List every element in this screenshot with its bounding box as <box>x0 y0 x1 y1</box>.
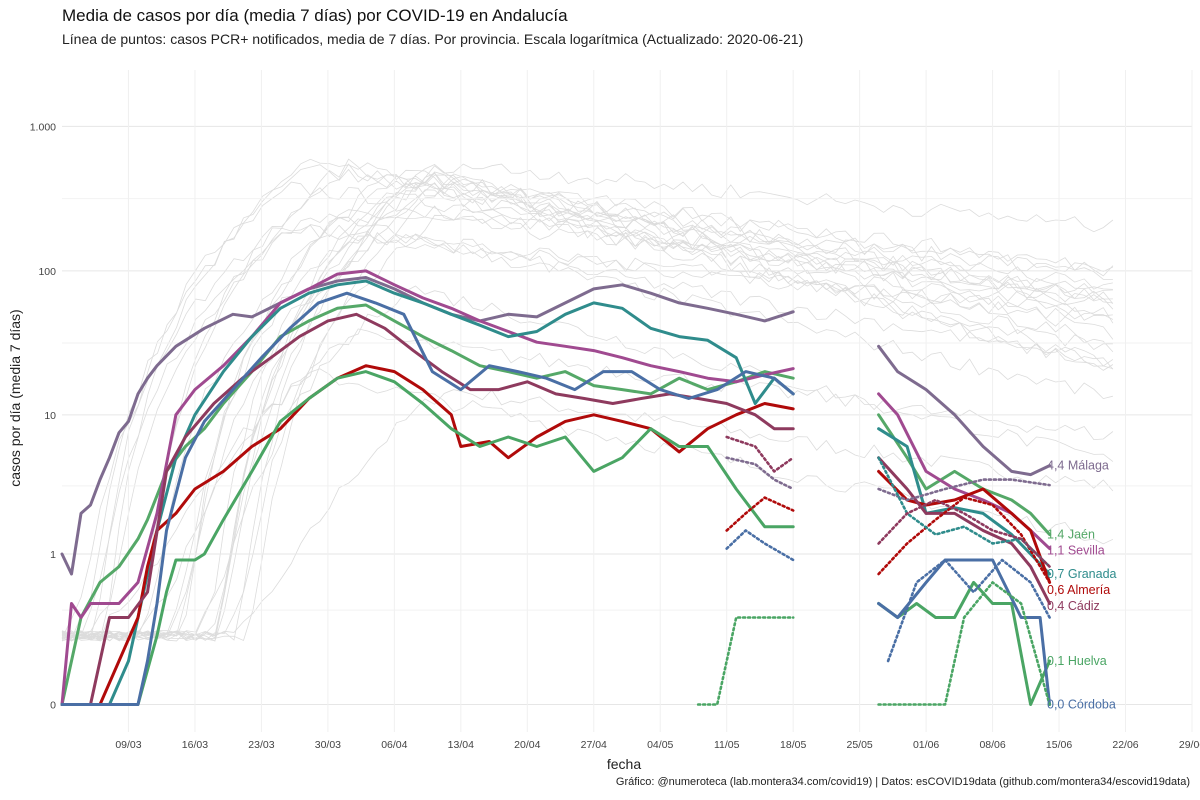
end-label-huelva: 0,1 Huelva <box>1047 654 1107 668</box>
end-label-jaén: 1,4 Jaén <box>1047 528 1095 542</box>
context-line <box>61 328 1114 641</box>
context-line <box>61 214 1113 642</box>
series-line-cádiz-pcr- <box>725 435 1051 568</box>
series-line-almería <box>60 364 1052 706</box>
end-labels: 4,4 Málaga 1,4 Jaén 1,1 Sevilla 0,7 Granada… <box>1047 459 1117 712</box>
context-line <box>61 173 1114 642</box>
context-line <box>61 285 1114 642</box>
y-axis-ticks: 0 1 10 100 1.000 <box>30 121 56 711</box>
context-line <box>61 174 1114 642</box>
x-tick-label: 11/05 <box>714 739 740 751</box>
context-line <box>61 232 1114 641</box>
x-tick-label: 25/05 <box>847 739 873 751</box>
end-label-córdoba: 0,0 Córdoba <box>1047 698 1116 712</box>
context-line <box>61 158 1113 639</box>
end-label-cádiz: 0,4 Cádiz <box>1047 599 1100 613</box>
x-tick-label: 18/05 <box>780 739 806 751</box>
series-layer <box>60 269 1052 706</box>
x-tick-label: 08/06 <box>979 739 1005 751</box>
x-tick-label: 15/06 <box>1046 739 1072 751</box>
chart-title: Media de casos por día (media 7 días) po… <box>62 6 568 25</box>
x-tick-label: 06/04 <box>381 739 407 751</box>
end-label-málaga: 4,4 Málaga <box>1047 459 1109 473</box>
chart-subtitle: Línea de puntos: casos PCR+ notificados,… <box>62 31 804 47</box>
x-tick-label: 30/03 <box>315 739 341 751</box>
context-line <box>61 389 1114 641</box>
x-tick-label: 01/06 <box>913 739 939 751</box>
context-line <box>61 163 1114 641</box>
x-tick-label: 27/04 <box>581 739 607 751</box>
x-tick-label: 13/04 <box>448 739 474 751</box>
series-line-huelva-pcr- <box>696 581 1051 706</box>
x-axis-title: fecha <box>607 756 641 772</box>
x-axis-ticks: 09/03 16/03 23/03 30/03 06/04 13/04 20/04 27/04… <box>115 739 1200 751</box>
x-tick-label: 20/04 <box>514 739 540 751</box>
context-line <box>61 368 1114 642</box>
end-label-almería: 0,6 Almería <box>1047 583 1110 597</box>
context-line <box>61 163 1114 642</box>
context-line <box>61 182 1114 641</box>
y-axis-title: casos por día (media 7 días) <box>7 309 23 486</box>
context-line <box>61 224 1114 639</box>
series-line-málaga-pcr- <box>725 456 1051 502</box>
grid-lines <box>62 70 1193 732</box>
x-tick-label: 23/03 <box>248 739 274 751</box>
y-tick-label: 100 <box>38 266 56 278</box>
x-tick-label: 16/03 <box>182 739 208 751</box>
series-line-córdoba <box>60 291 1052 706</box>
end-label-sevilla: 1,1 Sevilla <box>1047 544 1105 558</box>
series-line-málaga <box>60 276 1052 576</box>
x-tick-label: 22/06 <box>1112 739 1138 751</box>
x-tick-label: 09/03 <box>115 739 141 751</box>
chart-caption: Gráfico: @numeroteca (lab.montera34.com/… <box>615 776 1190 788</box>
context-line <box>61 213 1113 638</box>
y-tick-label: 10 <box>44 410 56 422</box>
x-tick-label: 04/05 <box>647 739 673 751</box>
y-tick-label: 1.000 <box>30 121 56 133</box>
context-line <box>61 224 1113 642</box>
context-line <box>61 164 1113 639</box>
y-tick-label: 1 <box>50 549 56 561</box>
end-label-granada: 0,7 Granada <box>1047 567 1117 581</box>
x-tick-label: 29/06 <box>1179 739 1200 751</box>
series-line-almería-pcr- <box>725 496 1051 584</box>
context-line <box>61 171 1113 641</box>
context-line <box>61 181 1114 640</box>
context-line <box>61 209 1113 641</box>
context-line <box>61 172 1114 641</box>
context-line <box>61 201 1114 642</box>
context-line <box>61 189 1114 642</box>
series-line-córdoba-pcr- <box>725 529 1051 663</box>
y-tick-label: 0 <box>50 700 56 712</box>
background-comparison-lines <box>61 158 1114 642</box>
context-line <box>61 158 1113 640</box>
